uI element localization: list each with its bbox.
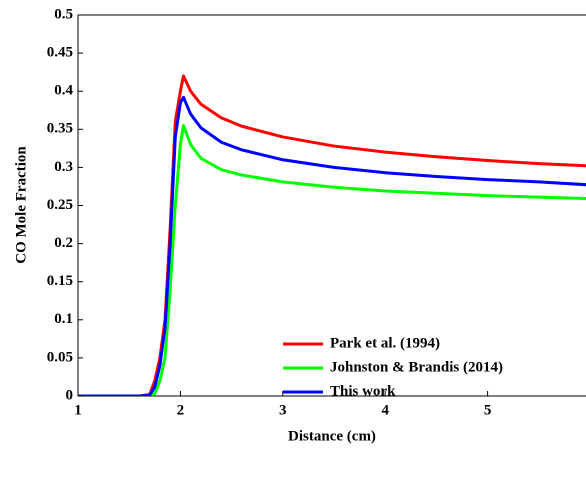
- y-tick-label: 0.2: [54, 235, 73, 251]
- y-tick-label: 0.35: [47, 121, 73, 137]
- y-tick-label: 0.1: [54, 311, 73, 327]
- y-tick-label: 0.15: [47, 273, 73, 289]
- x-tick-label: 5: [484, 402, 492, 418]
- y-tick-label: 0.3: [54, 159, 73, 175]
- x-tick-label: 4: [381, 402, 389, 418]
- y-tick-label: 0.25: [47, 197, 73, 213]
- plot-lines: [78, 74, 586, 396]
- x-tick-label: 2: [177, 402, 185, 418]
- y-axis-label: CO Mole Fraction: [13, 146, 29, 264]
- x-tick-label: 3: [279, 402, 287, 418]
- y-tick-label: 0: [66, 387, 74, 403]
- series-line: [78, 123, 586, 396]
- y-tick-label: 0.45: [47, 45, 73, 61]
- legend-label: Park et al. (1994): [330, 335, 440, 351]
- y-tick-label: 0.4: [54, 83, 73, 99]
- y-tick-label: 0.5: [54, 6, 73, 22]
- series-line: [78, 95, 586, 396]
- x-axis-label: Distance (cm): [288, 428, 376, 444]
- y-tick-label: 0.05: [47, 349, 73, 365]
- x-tick-label: 1: [74, 402, 82, 418]
- legend-label: Johnston & Brandis (2014): [330, 359, 503, 375]
- legend-label: This work: [330, 383, 396, 399]
- series-line: [78, 74, 586, 396]
